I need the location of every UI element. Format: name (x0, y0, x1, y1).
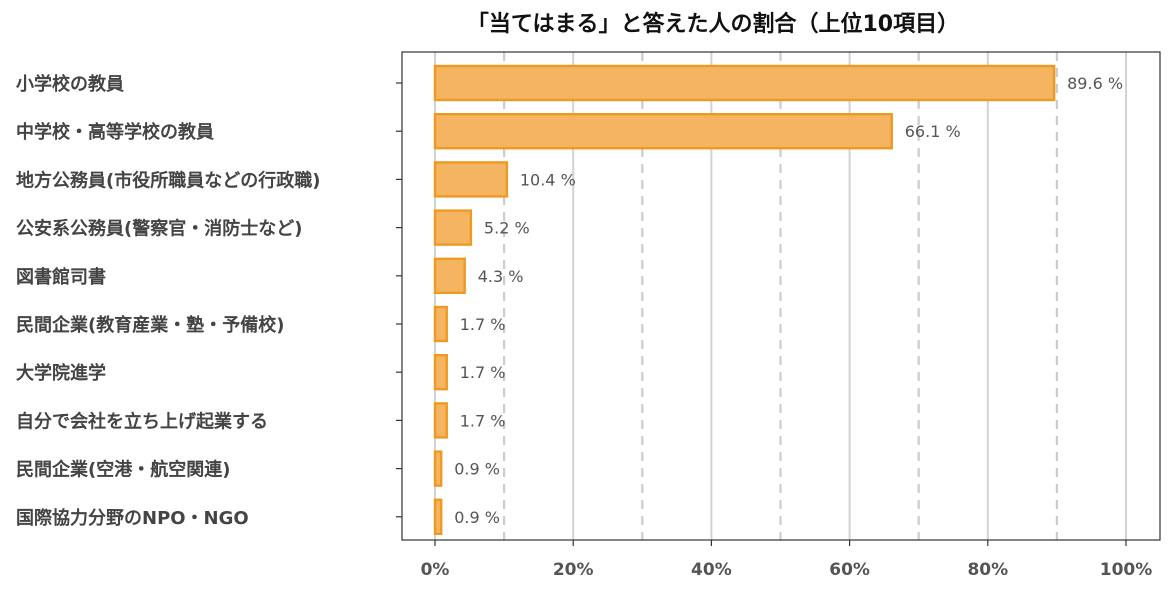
data-label: 89.6 % (1067, 74, 1123, 93)
bar (433, 64, 1056, 102)
category-label: 中学校・高等学校の教員 (16, 121, 214, 143)
data-label: 0.9 % (454, 460, 500, 479)
category-label: 公安系公務員(警察官・消防士など) (16, 218, 302, 240)
bar (433, 112, 893, 150)
bar (433, 450, 443, 487)
data-label: 0.9 % (454, 508, 500, 527)
data-label: 1.7 % (460, 315, 506, 334)
category-label: 民間企業(空港・航空関連) (16, 459, 230, 481)
bar (433, 354, 448, 391)
bar (433, 161, 509, 198)
bar (433, 305, 448, 343)
data-label: 5.2 % (484, 219, 530, 238)
bar (433, 257, 466, 294)
category-label: 地方公務員(市役所職員などの行政職) (16, 169, 320, 191)
x-tick-label: 20% (553, 560, 594, 580)
data-label: 10.4 % (520, 170, 576, 189)
x-tick-label: 100% (1100, 560, 1153, 580)
category-label: 自分で会社を立ち上げ起業する (16, 410, 268, 432)
chart-title: 「当てはまる」と答えた人の割合（上位10項目） (466, 12, 960, 37)
x-tick-label: 60% (829, 560, 870, 580)
x-tick-label: 80% (967, 560, 1008, 580)
x-tick-label: 40% (691, 560, 732, 580)
category-label: 民間企業(教育産業・塾・予備校) (16, 314, 284, 336)
category-label: 国際協力分野のNPO・NGO (16, 507, 249, 529)
x-tick-label: 0% (421, 560, 450, 580)
category-label: 図書館司書 (16, 266, 106, 288)
plot-panel-border (401, 51, 1161, 541)
data-label: 4.3 % (478, 267, 524, 286)
data-label: 66.1 % (905, 122, 961, 141)
category-label: 大学院進学 (16, 362, 106, 384)
bar (433, 209, 473, 246)
bar (433, 402, 448, 439)
data-label: 1.7 % (460, 411, 506, 430)
category-label: 小学校の教員 (16, 73, 124, 95)
bar (433, 498, 443, 535)
data-label: 1.7 % (460, 363, 506, 382)
